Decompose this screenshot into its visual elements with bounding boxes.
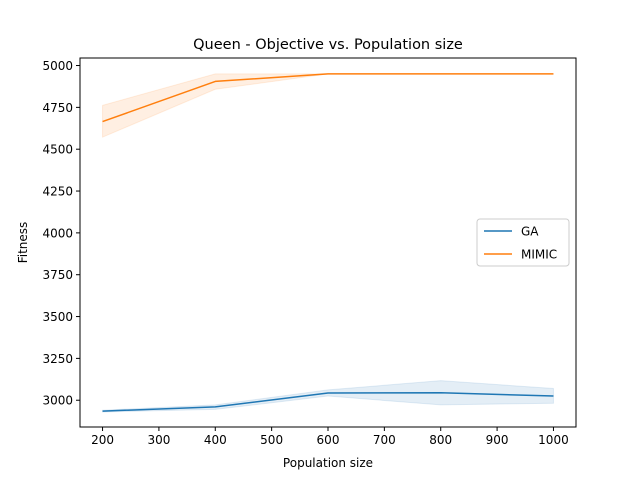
x-tick-label: 800 xyxy=(429,433,452,447)
data-point-mimic xyxy=(552,72,555,75)
data-point-mimic xyxy=(214,80,217,83)
y-tick-label: 4750 xyxy=(42,101,73,115)
chart-title: Queen - Objective vs. Population size xyxy=(193,37,463,53)
x-tick-label: 200 xyxy=(91,433,114,447)
y-tick-label: 3250 xyxy=(42,352,73,366)
series-line-ga xyxy=(102,391,554,412)
legend: GA MIMIC xyxy=(476,218,570,267)
y-tick-label: 3000 xyxy=(42,394,73,408)
data-point-mimic xyxy=(101,120,104,123)
series-lines xyxy=(101,72,555,413)
legend-label-mimic: MIMIC xyxy=(521,248,557,262)
x-tick-label: 500 xyxy=(260,433,283,447)
y-tick-label: 5000 xyxy=(42,59,73,73)
x-tick-label: 600 xyxy=(317,433,340,447)
data-point-ga xyxy=(552,395,555,398)
x-tick-label: 400 xyxy=(204,433,227,447)
data-point-mimic xyxy=(327,72,330,75)
data-point-mimic xyxy=(439,72,442,75)
x-axis-ticks: 200 300 400 500 600 700 800 900 1000 xyxy=(91,427,569,447)
band-ga xyxy=(102,380,554,413)
series-line-mimic xyxy=(102,73,554,123)
y-axis-label: Fitness xyxy=(16,222,30,264)
y-tick-label: 3750 xyxy=(42,268,73,282)
x-tick-label: 1000 xyxy=(538,433,569,447)
x-tick-label: 300 xyxy=(147,433,170,447)
y-axis-ticks: 3000 3250 3500 3750 4000 4250 4500 4750 5000 xyxy=(42,59,80,408)
data-point-ga xyxy=(101,410,104,413)
data-point-ga xyxy=(327,392,330,395)
y-tick-label: 4250 xyxy=(42,185,73,199)
x-tick-label: 900 xyxy=(486,433,509,447)
x-axis-label: Population size xyxy=(283,456,373,470)
y-tick-label: 3500 xyxy=(42,310,73,324)
data-point-ga xyxy=(214,405,217,408)
y-tick-label: 4500 xyxy=(42,143,73,157)
data-point-ga xyxy=(439,391,442,394)
x-tick-label: 700 xyxy=(373,433,396,447)
y-tick-label: 4000 xyxy=(42,226,73,240)
legend-label-ga: GA xyxy=(521,225,539,239)
